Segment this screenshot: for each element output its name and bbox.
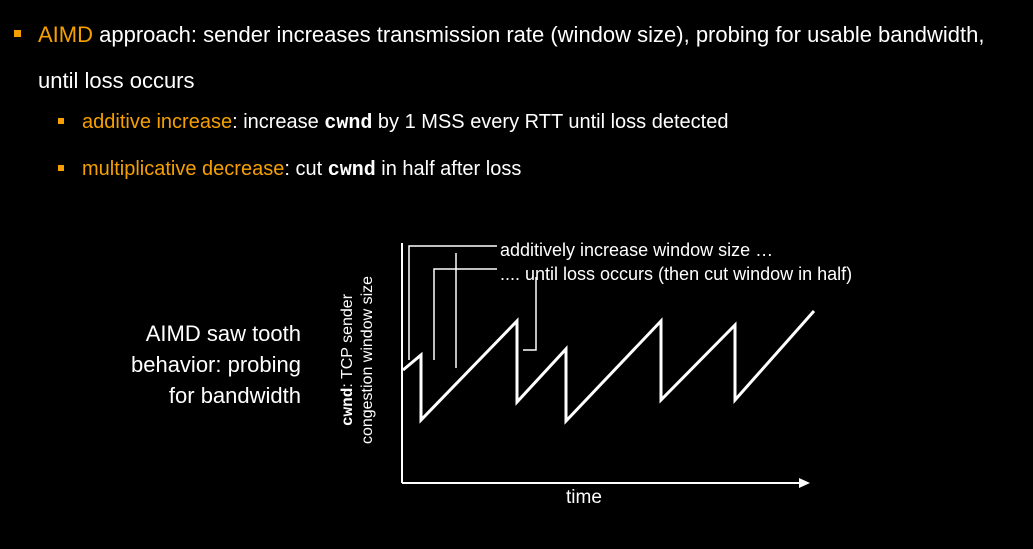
annotation-leader-increase bbox=[408, 245, 497, 360]
x-axis-arrow-icon bbox=[799, 478, 810, 488]
sub-bullet-post: by 1 MSS every RTT until loss detected bbox=[372, 111, 729, 133]
caption-line: AIMD saw tooth bbox=[145, 321, 301, 346]
sub-bullet-multiplicative: multiplicative decrease: cut cwnd in hal… bbox=[58, 156, 521, 184]
main-bullet: AIMD approach: sender increases transmis… bbox=[14, 12, 1024, 104]
sub-bullet-additive: additive increase: increase cwnd by 1 MS… bbox=[58, 109, 728, 137]
sub-bullet-post: in half after loss bbox=[375, 158, 522, 180]
x-axis-label: time bbox=[566, 487, 602, 508]
annotation-increase: additively increase window size … bbox=[500, 240, 774, 260]
annotation-loss: .... until loss occurs (then cut window … bbox=[500, 264, 853, 284]
main-bullet-highlight: AIMD bbox=[38, 22, 93, 47]
main-bullet-text: AIMD approach: sender increases transmis… bbox=[38, 12, 1024, 104]
annotation-leader-loss-2 bbox=[523, 277, 537, 351]
sub-bullet-highlight: multiplicative decrease bbox=[82, 158, 285, 180]
bullet-square-icon bbox=[14, 30, 21, 37]
bullet-square-icon bbox=[58, 165, 64, 171]
sub-bullet-code: cwnd bbox=[324, 112, 373, 135]
sub-bullet-pre: : cut bbox=[284, 158, 328, 180]
diagram-caption: AIMD saw tooth behavior: probing for ban… bbox=[61, 318, 301, 411]
annotation-leader-loss bbox=[433, 268, 497, 360]
cwnd-sawtooth-line bbox=[402, 310, 816, 425]
sub-bullet-highlight: additive increase bbox=[82, 111, 233, 133]
sub-bullet-pre: : increase bbox=[232, 111, 325, 133]
bullet-square-icon bbox=[58, 118, 64, 124]
sub-bullet-code: cwnd bbox=[327, 159, 376, 182]
caption-line: behavior: probing bbox=[130, 352, 301, 377]
caption-line: for bandwidth bbox=[168, 383, 301, 408]
main-bullet-rest: approach: sender increases transmission … bbox=[38, 22, 985, 93]
